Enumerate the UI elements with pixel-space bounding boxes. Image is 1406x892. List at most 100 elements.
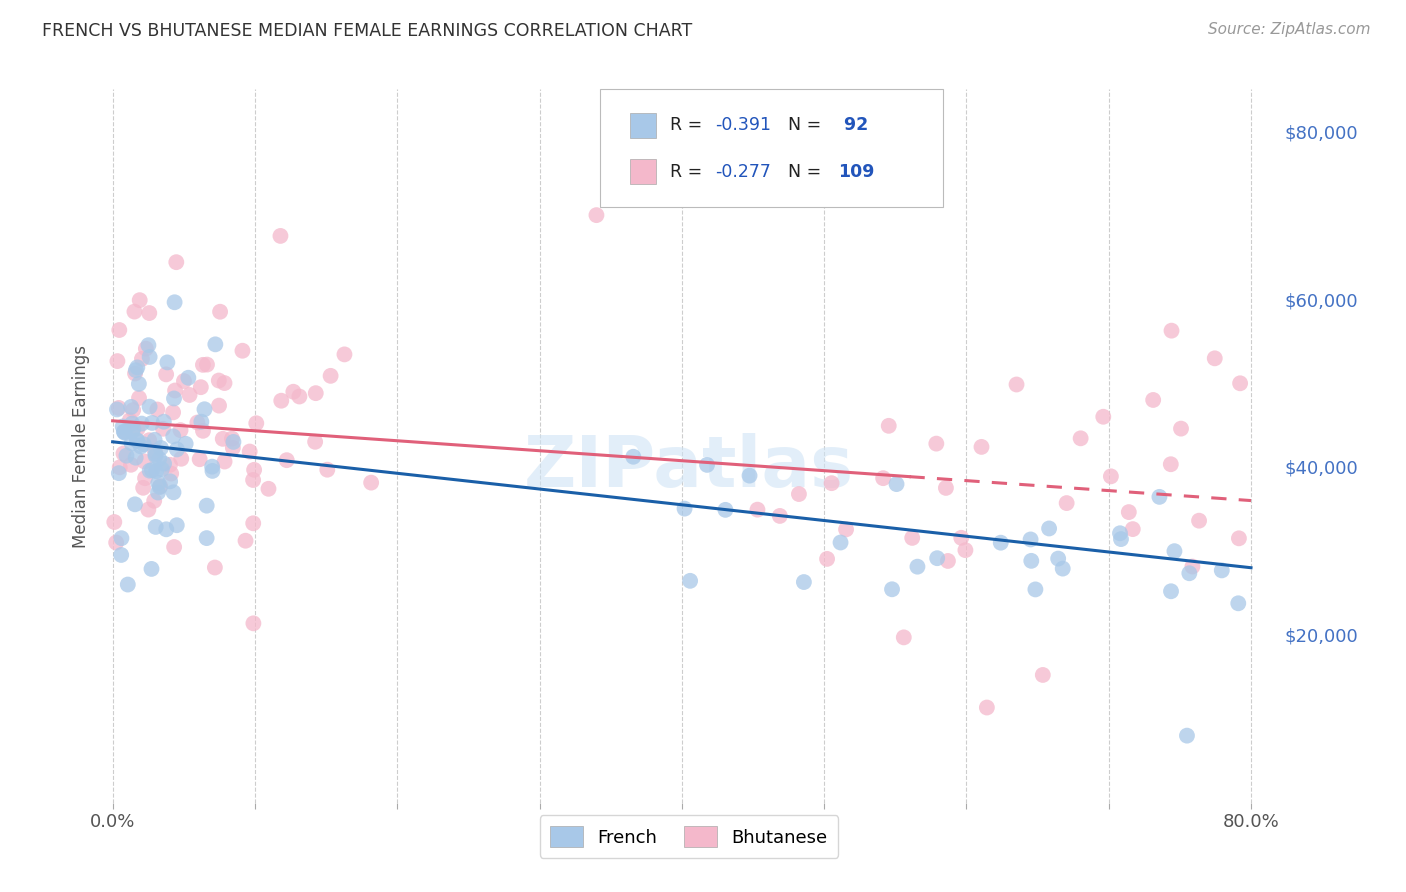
Text: -0.391: -0.391 (714, 116, 770, 134)
Point (122, 403, 145, 417)
Point (886, 477, 908, 491)
Point (108, 460, 131, 475)
Point (128, 391, 150, 405)
Point (1099, 469, 1122, 483)
Point (134, 471, 156, 485)
Point (138, 502, 160, 516)
Point (138, 464, 160, 478)
Point (1092, 409, 1115, 424)
Point (145, 464, 167, 478)
Text: N =: N = (789, 116, 827, 134)
Point (149, 480, 172, 494)
Text: FRENCH VS BHUTANESE MEDIAN FEMALE EARNINGS CORRELATION CHART: FRENCH VS BHUTANESE MEDIAN FEMALE EARNIN… (42, 22, 692, 40)
Point (155, 368, 177, 382)
Point (179, 388, 201, 402)
Point (815, 552, 838, 566)
Point (112, 425, 135, 439)
Point (316, 463, 339, 477)
Point (195, 499, 218, 513)
Point (257, 482, 280, 496)
Point (305, 386, 328, 401)
Y-axis label: Median Female Earnings: Median Female Earnings (72, 344, 90, 548)
Point (156, 355, 179, 369)
Point (1052, 561, 1074, 575)
Point (1032, 668, 1054, 682)
Point (679, 574, 702, 588)
Point (270, 393, 292, 408)
Point (1160, 584, 1182, 599)
Point (333, 347, 356, 361)
Point (152, 422, 174, 436)
Point (131, 417, 153, 431)
Point (235, 533, 257, 548)
Point (122, 422, 145, 436)
Point (141, 416, 163, 430)
Point (195, 531, 218, 545)
Point (169, 423, 191, 437)
Point (195, 358, 218, 372)
Point (747, 502, 769, 516)
Point (936, 554, 959, 568)
Point (186, 416, 208, 430)
Point (159, 458, 181, 472)
Point (127, 434, 149, 448)
Text: R =: R = (671, 116, 707, 134)
Point (163, 540, 186, 554)
Point (242, 473, 264, 487)
Point (907, 559, 929, 574)
Point (222, 434, 245, 449)
Point (1070, 431, 1092, 445)
Point (935, 481, 957, 495)
Point (124, 497, 146, 511)
Point (242, 616, 264, 631)
Point (901, 531, 924, 545)
Legend: French, Bhutanese: French, Bhutanese (540, 815, 838, 858)
Point (148, 475, 170, 490)
Point (222, 441, 245, 455)
Point (1056, 496, 1078, 510)
Point (143, 433, 166, 447)
Point (276, 453, 298, 467)
Point (1229, 376, 1251, 391)
Point (925, 436, 948, 450)
Point (124, 304, 146, 318)
Point (163, 392, 186, 406)
Point (696, 458, 718, 472)
Point (125, 434, 148, 448)
Point (112, 425, 135, 439)
Point (103, 515, 125, 529)
Point (160, 467, 183, 481)
Point (188, 452, 211, 467)
Point (132, 481, 155, 495)
Text: 92: 92 (838, 116, 868, 134)
Point (319, 368, 342, 383)
Point (269, 228, 291, 243)
Point (162, 485, 184, 500)
Point (893, 631, 915, 645)
Point (107, 354, 129, 368)
Point (1118, 505, 1140, 519)
Point (242, 516, 264, 531)
Point (132, 437, 155, 451)
Point (124, 367, 146, 381)
Point (105, 535, 128, 549)
Point (173, 374, 195, 388)
Point (150, 462, 173, 476)
Point (170, 451, 193, 466)
Point (145, 449, 167, 463)
Text: Source: ZipAtlas.com: Source: ZipAtlas.com (1208, 22, 1371, 37)
Text: 109: 109 (838, 162, 875, 181)
Point (165, 384, 187, 398)
Point (990, 535, 1012, 549)
Point (1188, 514, 1211, 528)
Point (872, 471, 894, 485)
Point (621, 450, 644, 464)
Point (950, 531, 973, 545)
Point (211, 432, 233, 446)
Point (209, 304, 232, 318)
Point (166, 518, 188, 533)
Point (128, 293, 150, 308)
Point (141, 562, 163, 576)
Point (1175, 729, 1198, 743)
Point (166, 442, 188, 457)
